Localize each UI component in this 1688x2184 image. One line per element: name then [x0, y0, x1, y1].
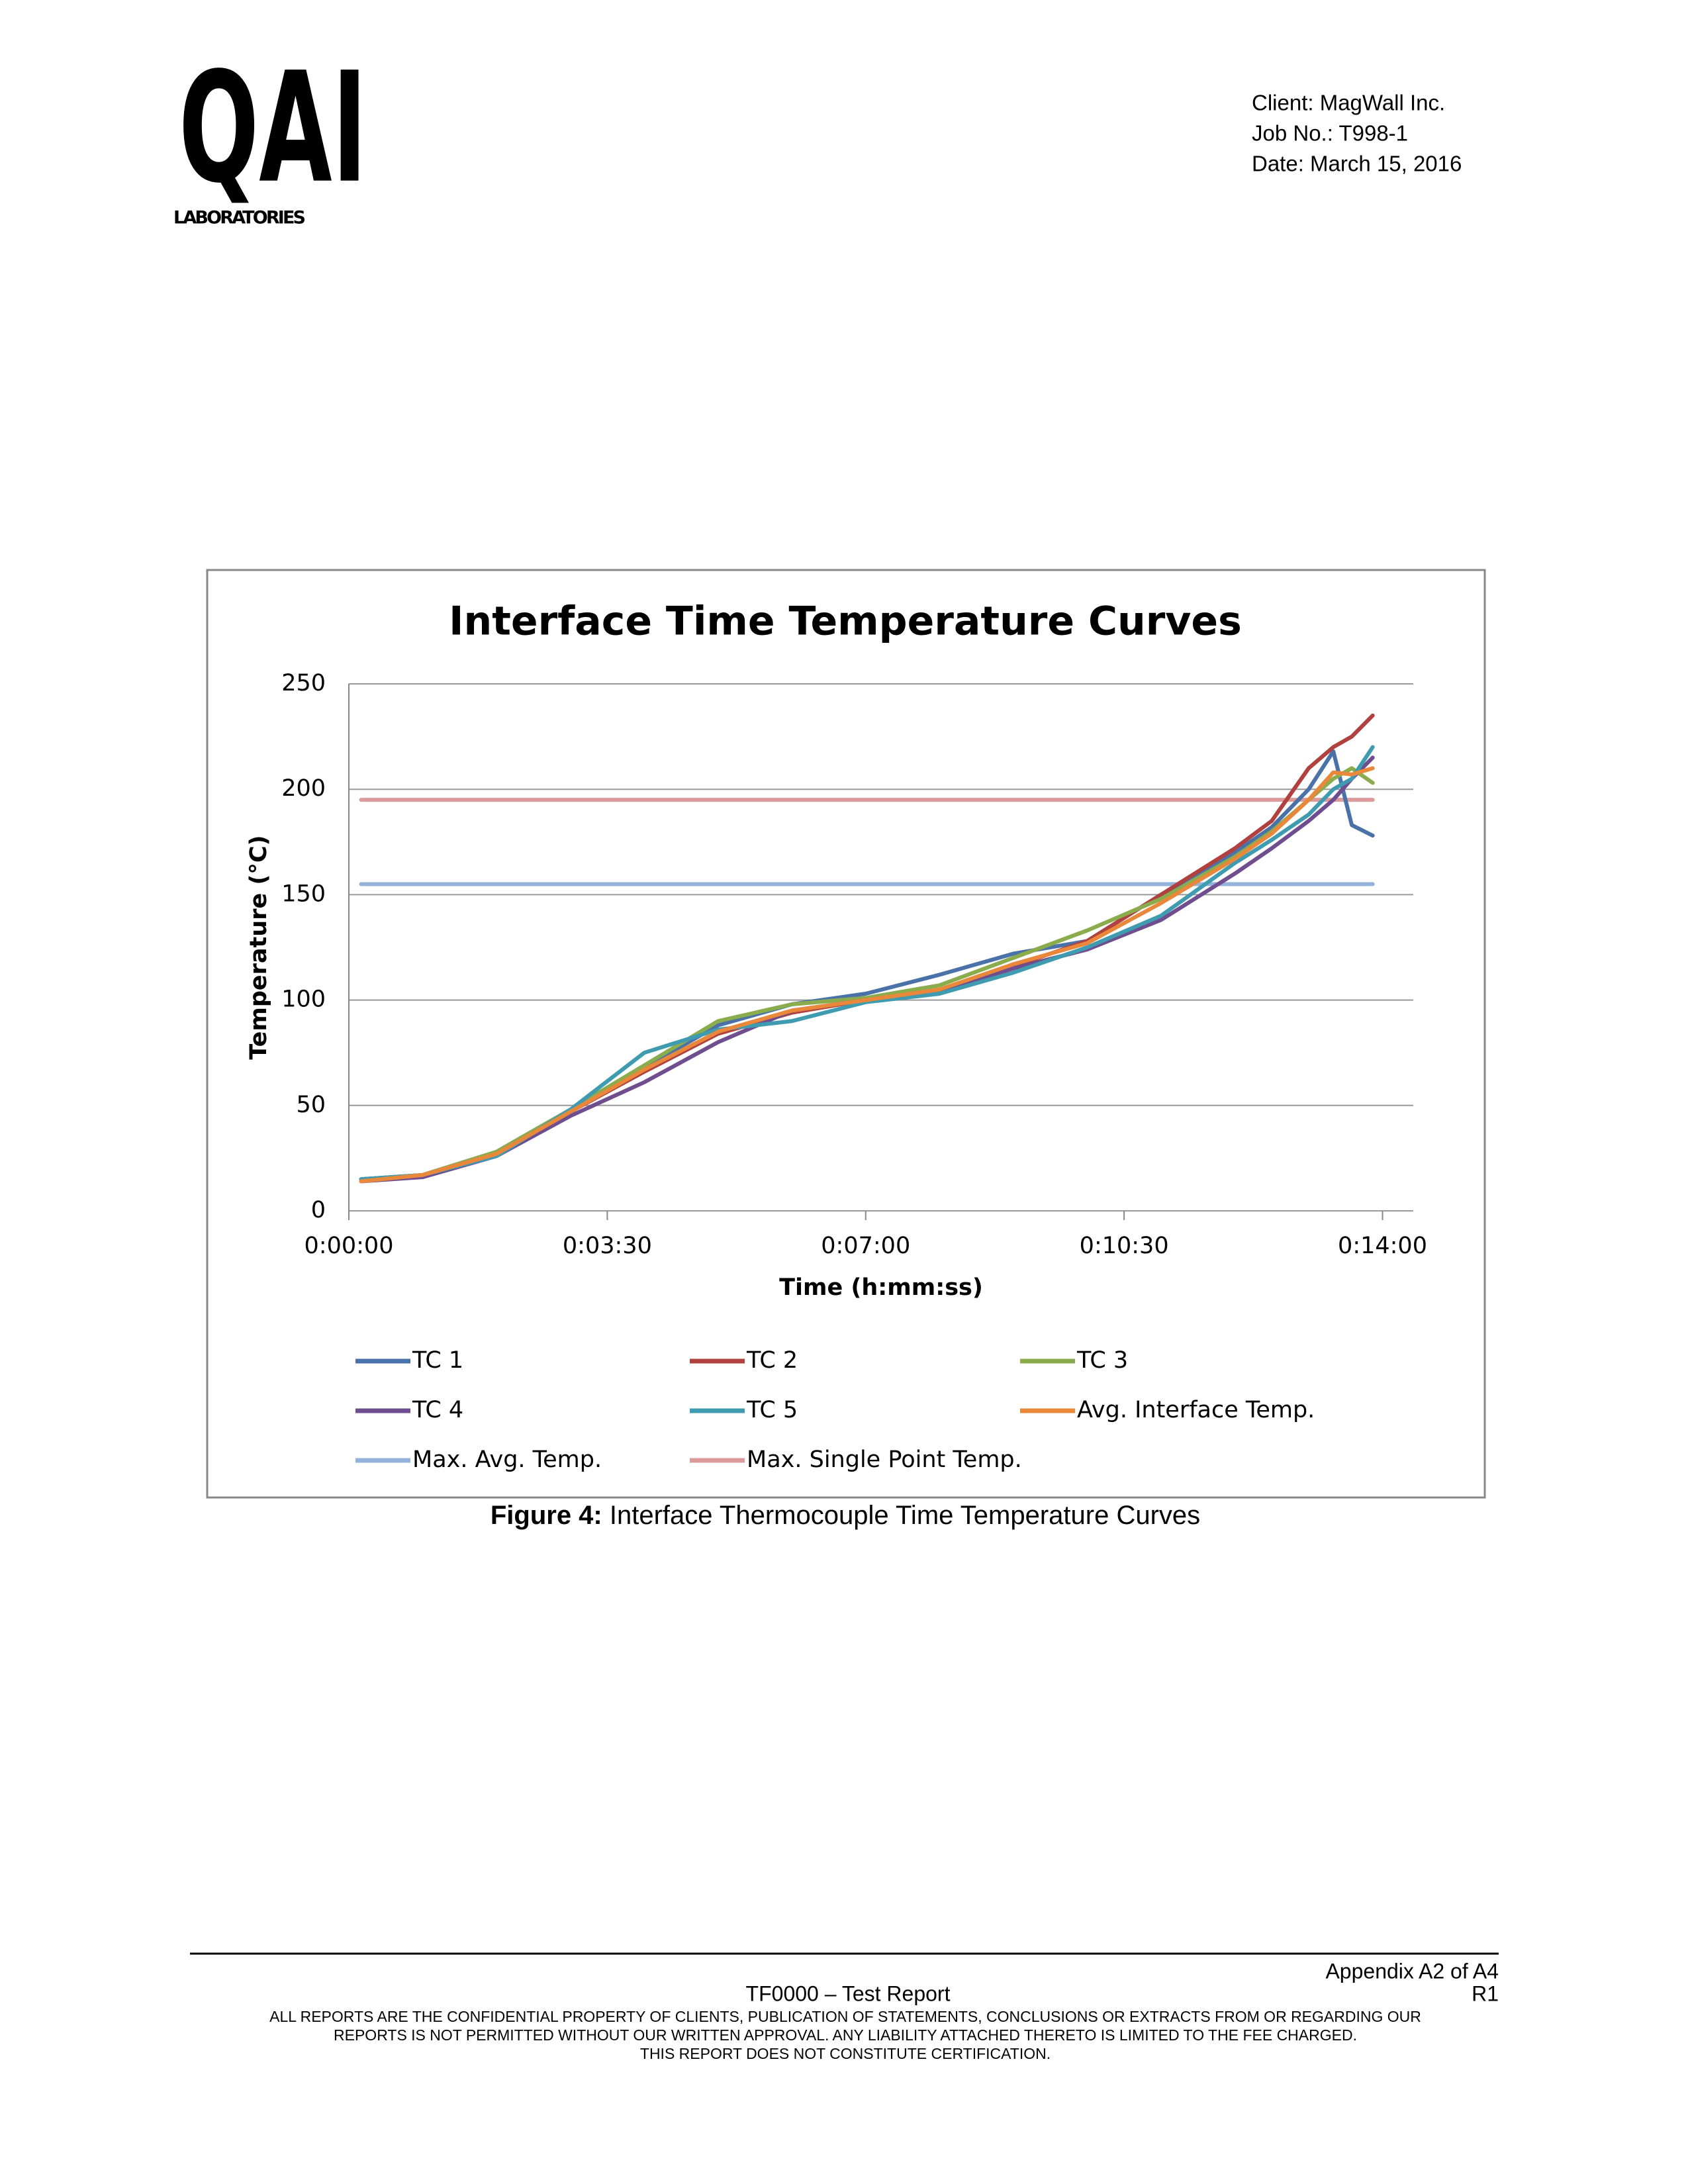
- legend-label: TC 2: [746, 1347, 798, 1374]
- legend-label: TC 1: [412, 1347, 463, 1374]
- y-tick-label: 0: [311, 1197, 326, 1223]
- legend-label: TC 5: [746, 1397, 798, 1423]
- y-tick-label: 200: [281, 775, 326, 802]
- y-tick-label: 50: [296, 1092, 326, 1118]
- series-line: [359, 766, 1375, 1184]
- x-axis-label: Time (h:mm:ss): [779, 1274, 983, 1301]
- legend-label: TC 4: [412, 1397, 463, 1423]
- x-tick-label: 0:00:00: [305, 1233, 394, 1259]
- series-line: [359, 755, 1375, 1184]
- caption: Figure 4: Interface Thermocouple Time Te…: [491, 1501, 1200, 1530]
- appendix: Appendix A2 of A4: [1325, 1959, 1499, 1983]
- legend-label: Avg. Interface Temp.: [1077, 1397, 1315, 1423]
- disclaimer: REPORTS IS NOT PERMITTED WITHOUT OUR WRI…: [334, 2026, 1357, 2044]
- plot: 0 50 100 150 200 250 0:00:00 0:03:30 0:07:00 0:10…: [281, 670, 1427, 1473]
- date: Date: March 15, 2016: [1252, 152, 1462, 176]
- report-name: TF0000 – Test Report: [746, 1981, 951, 2005]
- logo-subtitle: LABORATORIES: [173, 208, 306, 228]
- y-tick-label: 250: [281, 670, 326, 696]
- x-tick-label: 0:14:00: [1338, 1233, 1427, 1259]
- x-tick-label: 0:03:30: [563, 1233, 652, 1259]
- job-number: Job No.: T998-1: [1252, 121, 1408, 146]
- client: Client: MagWall Inc.: [1252, 91, 1445, 115]
- caption-label: Figure 4:: [491, 1501, 602, 1530]
- logo: QAI: [179, 40, 367, 217]
- legend-label: TC 3: [1076, 1347, 1128, 1374]
- y-tick-label: 100: [281, 986, 326, 1013]
- chart-frame: [206, 569, 1486, 1499]
- chart-title: Interface Time Temperature Curves: [449, 598, 1242, 645]
- x-tick-label: 0:07:00: [821, 1233, 910, 1259]
- revision: R1: [1472, 1981, 1499, 2005]
- y-tick-label: 150: [281, 880, 326, 907]
- legend-label: Max. Avg. Temp.: [412, 1447, 602, 1473]
- legend-label: Max. Single Point Temp.: [747, 1447, 1022, 1473]
- caption-text: Interface Thermocouple Time Temperature …: [610, 1501, 1200, 1530]
- y-axis-label: Temperature (°C): [246, 835, 272, 1059]
- disclaimer: ALL REPORTS ARE THE CONFIDENTIAL PROPERT…: [269, 2008, 1421, 2025]
- disclaimer: THIS REPORT DOES NOT CONSTITUTE CERTIFIC…: [640, 2045, 1051, 2062]
- x-tick-label: 0:10:30: [1080, 1233, 1169, 1259]
